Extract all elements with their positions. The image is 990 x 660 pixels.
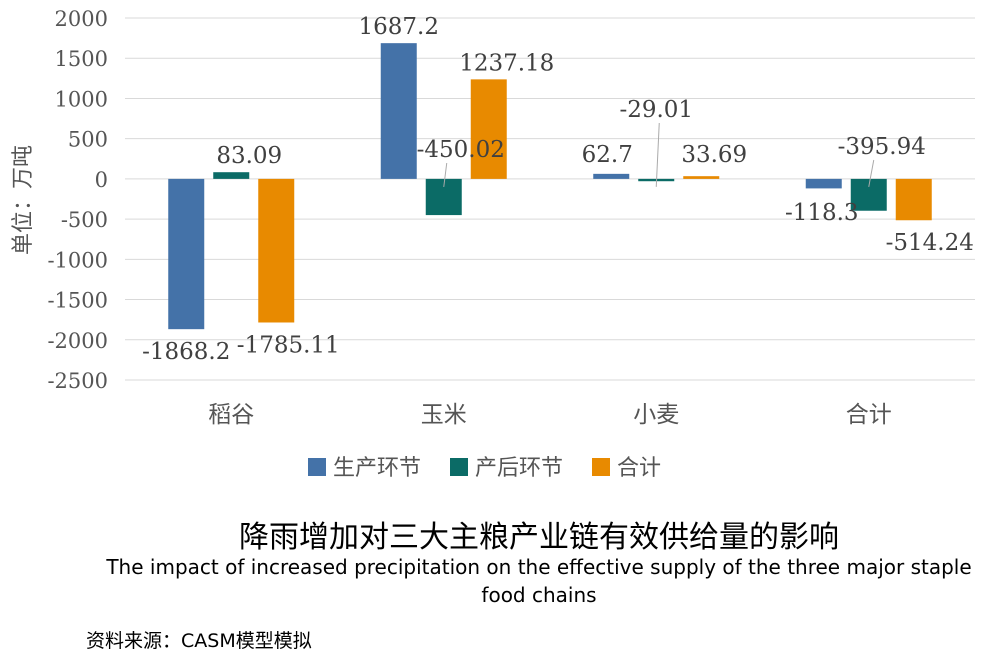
bar <box>168 178 205 330</box>
legend: 生产环节 产后环节 合计 <box>308 456 661 481</box>
source-note: 资料来源：CASM模型模拟 <box>86 630 312 652</box>
x-tick-label: 合计 <box>846 402 892 428</box>
bar <box>213 172 250 179</box>
data-labels: -1868.2 83.09 -1785.11 1687.2 -450.02 1237.18… <box>142 14 974 365</box>
x-tick-label: 小麦 <box>633 402 679 428</box>
bar <box>805 178 842 189</box>
y-tick-label: -500 <box>61 208 108 232</box>
leader-line <box>868 159 875 187</box>
y-tick-label: 500 <box>68 128 108 152</box>
bars <box>168 43 932 330</box>
y-tick-label: 1000 <box>55 87 108 111</box>
leader-line <box>443 162 448 187</box>
data-label: -450.02 <box>417 137 505 163</box>
legend-swatch <box>592 458 610 476</box>
y-tick-label: -2000 <box>47 329 108 353</box>
y-axis-ticks: 2000 1500 1000 500 0 -500 -1000 -1500 -2000 -2500 <box>47 7 108 393</box>
data-label: 1237.18 <box>459 50 554 76</box>
leader-line <box>655 122 660 187</box>
chart-title: 降雨增加对三大主粮产业链有效供给量的影响 <box>239 520 839 555</box>
y-tick-label: 1500 <box>55 47 108 71</box>
data-label: 83.09 <box>216 143 282 169</box>
legend-label: 生产环节 <box>333 456 421 481</box>
legend-swatch <box>450 458 468 476</box>
y-tick-label: -2500 <box>47 369 108 393</box>
x-axis-ticks: 稻谷 玉米 小麦 合计 <box>208 402 892 428</box>
bar <box>380 43 417 179</box>
data-label: -1785.11 <box>237 332 340 358</box>
bar <box>258 178 295 323</box>
data-label: -1868.2 <box>142 339 230 365</box>
data-label: -118.3 <box>785 200 859 226</box>
y-tick-label: 0 <box>95 168 108 192</box>
legend-label: 合计 <box>617 456 661 481</box>
y-axis-label: 单位：万吨 <box>11 145 36 255</box>
data-label: -514.24 <box>886 230 974 256</box>
bar <box>895 178 932 221</box>
bar <box>593 173 630 179</box>
data-label: 1687.2 <box>359 14 439 40</box>
data-label: -29.01 <box>619 97 693 123</box>
bar-chart: 2000 1500 1000 500 0 -500 -1000 -1500 -2000 -2500… <box>11 7 975 481</box>
data-label: 33.69 <box>681 142 747 168</box>
y-tick-label: 2000 <box>55 7 108 31</box>
x-tick-label: 玉米 <box>421 402 467 428</box>
legend-label: 产后环节 <box>475 456 563 481</box>
bar <box>470 79 507 179</box>
data-label: 62.7 <box>582 142 633 168</box>
legend-swatch <box>308 458 326 476</box>
y-tick-label: -1000 <box>47 248 108 272</box>
data-label: -395.94 <box>838 134 926 160</box>
y-tick-label: -1500 <box>47 289 108 313</box>
label-leader-lines <box>443 122 875 187</box>
bar <box>683 176 720 179</box>
chart-subtitle: The impact of increased precipitation on… <box>106 555 972 607</box>
x-tick-label: 稻谷 <box>208 402 254 428</box>
